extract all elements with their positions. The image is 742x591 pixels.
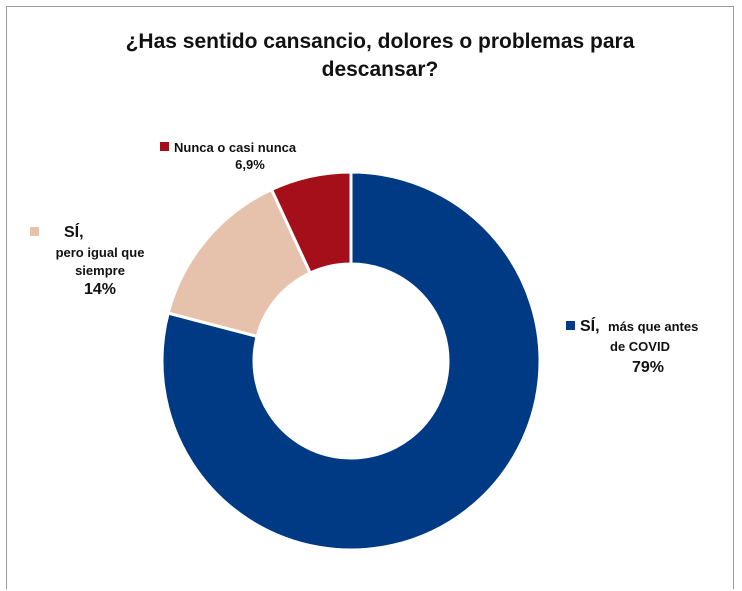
label-si-mas-sub1: más que antes (608, 319, 699, 334)
label-si-igual-main: SÍ, (64, 224, 84, 241)
label-nunca: Nunca o casi nunca 6,9% (160, 140, 330, 174)
legend-swatch-si-mas (566, 321, 575, 330)
label-nunca-main: Nunca o casi nunca (174, 140, 297, 155)
slice-nunca (269, 170, 353, 275)
label-si-igual: SÍ, pero igual que siempre 14% (30, 222, 170, 300)
slice-si-mas (160, 170, 542, 552)
chart-title-line2: descansar? (321, 58, 439, 81)
label-si-igual-sub2: siempre (75, 263, 125, 278)
legend-swatch-nunca (160, 142, 169, 151)
label-si-mas-main: SÍ, (580, 318, 600, 335)
chart-frame (6, 6, 734, 589)
label-si-igual-value: 14% (83, 281, 117, 298)
legend-swatch-si-igual (30, 227, 39, 236)
label-nunca-value: 6,9% (235, 157, 265, 172)
label-si-mas-value: 79% (632, 359, 665, 376)
label-si-igual-sub1: pero igual que (55, 245, 145, 260)
label-si-mas-sub2: de COVID (610, 339, 670, 354)
chart-title-line1: ¿Has sentido cansancio, dolores o proble… (125, 30, 635, 53)
chart-title: ¿Has sentido cansancio, dolores o proble… (60, 28, 700, 84)
label-si-mas: SÍ, más que antes de COVID 79% (566, 317, 726, 379)
